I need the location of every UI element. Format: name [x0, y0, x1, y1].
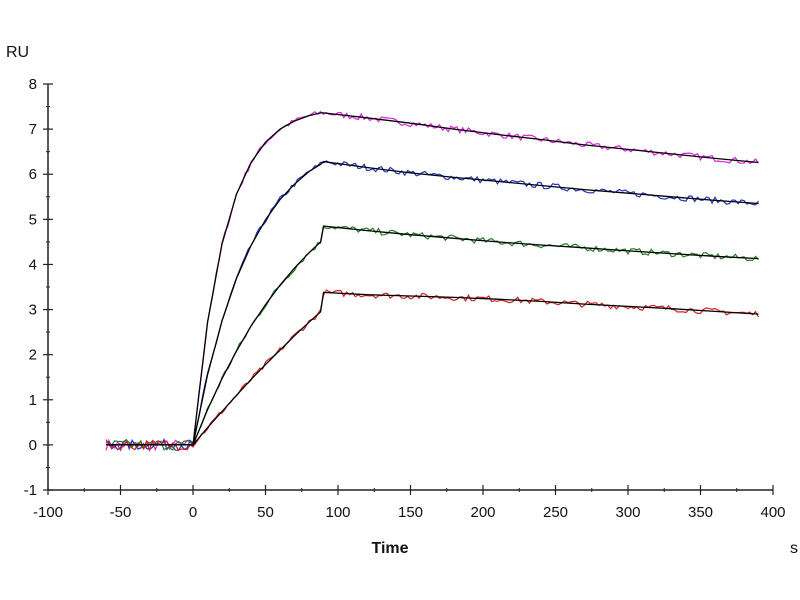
- y-tick-label: 2: [29, 347, 37, 364]
- x-tick-label: 150: [398, 504, 423, 521]
- y-tick-label: 4: [29, 256, 37, 273]
- x-tick-label: 50: [257, 504, 274, 521]
- x-tick-label: 400: [760, 504, 785, 521]
- x-tick-label: 350: [688, 504, 713, 521]
- y-tick-label: 5: [29, 211, 37, 228]
- x-tick-label: 250: [543, 504, 568, 521]
- y-tick-label: 7: [29, 121, 37, 138]
- fit-series-2: [106, 160, 759, 446]
- x-tick-label: -50: [110, 504, 132, 521]
- x-tick-label: -100: [33, 504, 63, 521]
- y-tick-label: 8: [29, 76, 37, 93]
- x-axis-unit: s: [790, 540, 798, 557]
- x-tick-label: 100: [325, 504, 350, 521]
- measured-series-3: [105, 225, 759, 451]
- measured-series-4: [105, 289, 760, 453]
- y-tick-label: 0: [29, 437, 37, 454]
- y-tick-label: -1: [24, 482, 37, 499]
- x-tick-label: 300: [615, 504, 640, 521]
- y-axis-title: RU: [6, 44, 29, 61]
- x-axis-title: Time: [371, 540, 408, 557]
- axes-layer: -100 -50 0 50 100 150 200 250 300 350 400 -1 0 1 2 3 4 5 6…: [24, 76, 786, 521]
- y-tick-label: 3: [29, 302, 37, 319]
- y-tick-label: 6: [29, 166, 37, 183]
- fit-series-4: [106, 291, 759, 446]
- measured-series-2: [105, 160, 759, 451]
- y-tick-label: 1: [29, 392, 37, 409]
- x-tick-label: 0: [189, 504, 197, 521]
- fit-series-3: [106, 225, 759, 446]
- x-tick-label: 200: [470, 504, 495, 521]
- series-layer: [105, 110, 760, 453]
- measured-series-1: [105, 110, 759, 452]
- fit-series-1: [106, 112, 759, 446]
